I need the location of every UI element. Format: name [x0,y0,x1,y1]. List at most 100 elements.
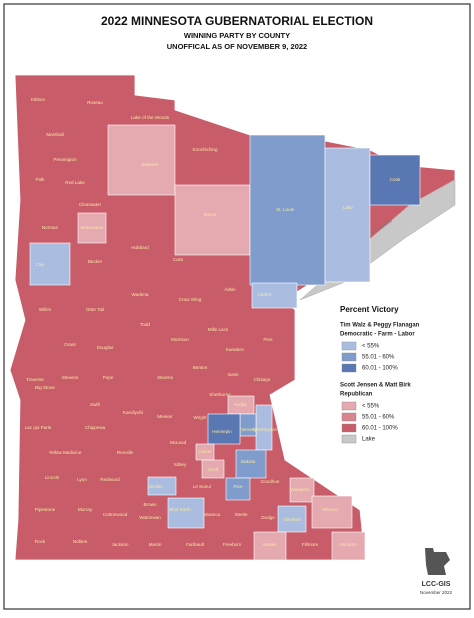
county-label: Becker [88,259,103,264]
county-label: Mahnomen [81,225,104,230]
county [251,282,298,309]
county-label: Yellow Medicine [49,450,82,455]
county-label: Houston [339,542,357,547]
legend-item: 55.01 - 60% [362,415,395,421]
legend-swatch [341,401,357,411]
county-label: Rice [233,484,243,489]
county-label: Kanabec [226,347,245,352]
county [324,147,371,283]
county-label: Lyon [77,477,87,482]
county-label: Stearns [157,375,174,380]
county-label: Waseca [204,512,221,517]
legend-item: 60.01 - 100% [362,426,398,432]
county-label: Mower [263,542,277,547]
county [289,477,315,503]
legend-group-name: Tim Walz & Peggy Flanagan [340,323,420,329]
county-label: Faribault [186,542,205,547]
county-label: Benton [193,365,208,370]
county [235,449,267,479]
county-label: Morrison [171,337,189,342]
county-label: Mille Lacs [208,327,229,332]
logo-shape [425,548,450,575]
county-label: Cass [173,257,184,262]
county [29,242,71,286]
county [253,531,287,561]
legend-swatch [341,341,357,351]
county-label: Otter Tail [86,307,104,312]
county-label: Anoka [233,402,246,407]
county-label: Pennington [53,157,77,162]
county-label: Cook [390,177,401,182]
county-label: Lake [343,205,353,210]
county-label: Lake of the Woods [131,115,170,120]
note: UNOFFICAL AS OF NOVEMBER 9, 2022 [167,42,307,51]
county-label: Pine [263,337,273,342]
county-label: Blue Earth [169,507,191,512]
county-label: Todd [140,322,150,327]
county-label: Nicollet [147,484,163,489]
county-label: Carver [198,449,212,454]
county [311,495,353,529]
county [331,531,366,561]
county-label: Olmsted [283,517,301,522]
county-label: Kittson [31,97,45,102]
county-label: Traverse [26,377,44,382]
county-label: Sherburne [209,392,231,397]
county-label: Douglas [97,345,115,350]
county-label: Grant [64,342,76,347]
subtitle: WINNING PARTY BY COUNTY [184,31,290,40]
county-label: Meeker [157,414,173,419]
county [201,459,225,479]
logo-org: LCC-GIS [422,581,451,588]
county-label: Wilkin [39,307,52,312]
county-label: Chippewa [85,425,106,430]
legend: Percent Victory Tim Walz & Peggy Flanaga… [340,305,420,444]
county-label: Wright [193,415,207,420]
county-label: Crow Wing [179,297,202,302]
county-label: Red Lake [65,180,85,185]
county-label: Wadena [132,292,149,297]
county-label: Jackson [112,542,129,547]
county-label: Hubbard [131,245,149,250]
county-label: Stevens [62,375,79,380]
county-label: Lincoln [45,475,60,480]
legend-item: < 55% [362,404,380,410]
county-label: Carlton [258,292,273,297]
county-label: Le Sueur [193,484,212,489]
county-label: Polk [36,177,46,182]
county-label: Lac qui Parle [25,425,52,430]
legend-item: Lake [362,437,376,443]
county-label: Dakota [241,459,256,464]
county-label: Norman [42,225,59,230]
county-label: Chisago [254,377,271,382]
county [249,134,326,286]
legend-swatch [341,352,357,362]
county-label: Martin [149,542,162,547]
legend-item: < 55% [362,344,380,350]
legend-group-party: Republican [340,392,373,398]
county [174,184,251,256]
legend-item: 55.01 - 60% [362,355,395,361]
county-label: Wabasha [290,487,310,492]
legend-swatch [341,423,357,433]
county-label: Rock [35,539,46,544]
legend-item: 60.01 - 100% [362,366,398,372]
county-label: Marshall [46,132,63,137]
county-label: Itasca [204,212,217,217]
county-label: Fillmore [302,542,319,547]
county-label: Clay [35,262,45,267]
county-label: Big Stone [35,385,55,390]
county [167,497,205,529]
legend-group-name: Scott Jensen & Matt Birk [340,383,411,389]
county [107,124,176,196]
county-label: Steele [234,512,247,517]
county-label: Clearwater [79,202,102,207]
legend-title: Percent Victory [340,305,399,314]
county-label: Dodge [261,515,275,520]
county-label: Redwood [100,477,120,482]
counties: Kittson Roseau Lake of the Woods Marshall Be… [25,97,421,561]
county [239,413,257,437]
county-label: McLeod [170,440,187,445]
county-label: Sibley [174,462,187,467]
